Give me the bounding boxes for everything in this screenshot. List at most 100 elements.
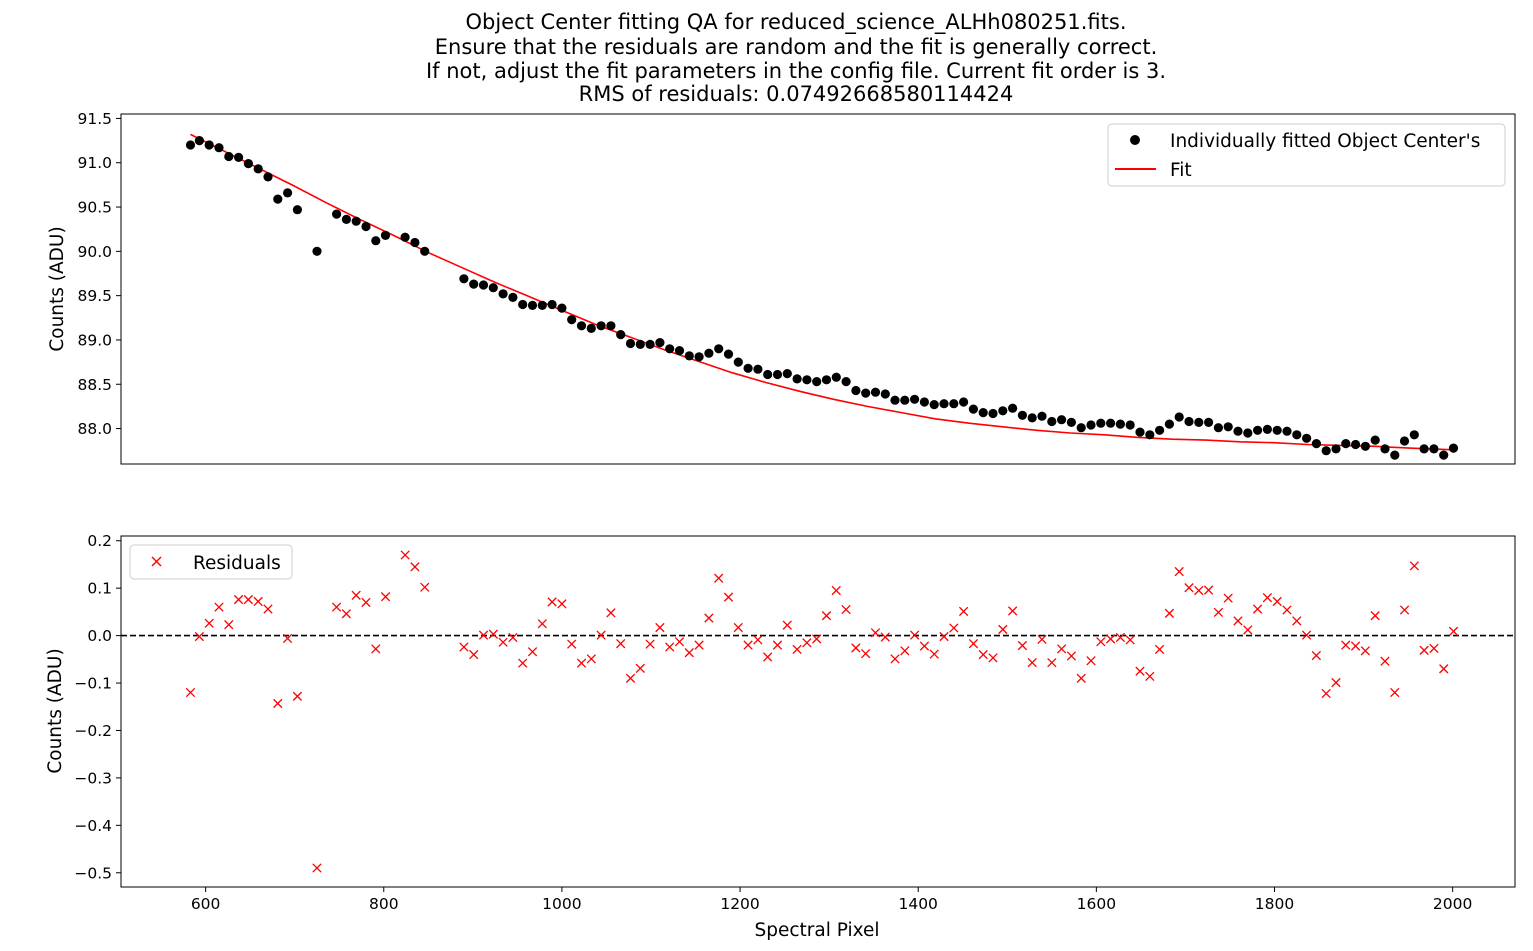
object-center-point xyxy=(273,194,283,204)
x-tick-label: 1600 xyxy=(1077,895,1116,913)
residual-point xyxy=(723,592,734,602)
object-center-point xyxy=(410,237,420,248)
residual-point xyxy=(341,609,352,619)
fit-line xyxy=(190,133,1454,451)
residual-point xyxy=(478,630,489,640)
residual-point xyxy=(782,620,792,630)
object-center-point xyxy=(1429,444,1439,454)
object-center-point xyxy=(1302,433,1312,443)
fit-panel-y-tick-label: 90.5 xyxy=(77,199,112,217)
residuals-panel-y-tick-label: −0.4 xyxy=(74,817,112,835)
fit-panel-y-tick-label: 88.5 xyxy=(77,376,112,394)
residual-point xyxy=(576,658,587,668)
object-center-point xyxy=(380,230,391,240)
residual-point xyxy=(1194,585,1204,596)
residual-point xyxy=(812,634,822,644)
chart-title-line-3: If not, adjust the fit parameters in the… xyxy=(426,59,1166,83)
object-center-point xyxy=(1253,425,1263,435)
residual-point xyxy=(1184,583,1194,593)
residual-point xyxy=(537,619,547,629)
fit-panel-y-tick-label: 91.5 xyxy=(77,110,112,128)
residual-point xyxy=(263,604,273,614)
residual-point xyxy=(733,622,743,633)
residual-point xyxy=(714,573,724,583)
object-center-point xyxy=(1204,417,1214,427)
object-center-point xyxy=(684,351,694,361)
object-center-point xyxy=(694,352,704,362)
object-center-point xyxy=(1086,420,1096,430)
residual-point xyxy=(909,630,920,640)
object-center-point xyxy=(243,159,253,169)
residuals-panel-y-tick-label: 0.2 xyxy=(87,532,112,550)
residuals-panel-y-tick-label: −0.5 xyxy=(74,864,112,882)
residual-point xyxy=(860,648,871,659)
residual-point xyxy=(508,632,518,643)
object-center-point xyxy=(792,374,802,384)
object-center-point xyxy=(596,321,606,331)
x-tick-label: 800 xyxy=(369,895,399,913)
object-center-point xyxy=(978,408,988,418)
object-center-point xyxy=(763,369,773,380)
residual-point xyxy=(1056,644,1067,654)
object-center-point xyxy=(851,385,861,396)
residual-point xyxy=(1027,657,1037,668)
residual-point xyxy=(194,631,205,642)
object-center-point xyxy=(224,151,234,162)
object-center-point xyxy=(1399,436,1410,446)
legend-object-center-marker xyxy=(1130,135,1140,145)
object-center-point xyxy=(665,344,675,354)
object-center-point xyxy=(1135,427,1145,437)
object-center-point xyxy=(929,400,939,410)
residual-point xyxy=(596,630,606,640)
residual-point xyxy=(958,606,969,617)
x-tick-label: 1200 xyxy=(720,895,759,913)
object-center-point xyxy=(772,369,783,380)
object-center-point xyxy=(733,357,743,367)
object-center-point xyxy=(361,221,371,232)
object-center-point xyxy=(1292,430,1302,440)
object-center-point xyxy=(185,140,196,150)
residual-point xyxy=(674,637,685,647)
object-center-point xyxy=(880,389,890,399)
fit-panel-y-axis-label: Counts (ADU) xyxy=(47,226,68,351)
object-center-point xyxy=(841,377,851,387)
residual-point xyxy=(978,649,988,660)
residual-point xyxy=(949,623,959,633)
residual-point xyxy=(1086,656,1096,666)
x-tick-label: 2000 xyxy=(1433,895,1472,913)
object-center-point xyxy=(1115,419,1125,429)
residual-point xyxy=(763,652,773,662)
residual-point xyxy=(1125,635,1135,645)
residual-point xyxy=(704,613,714,623)
object-center-point xyxy=(1272,425,1282,435)
residual-point xyxy=(557,599,567,609)
object-center-point xyxy=(292,205,302,215)
residual-point xyxy=(998,624,1008,635)
residual-point xyxy=(1213,607,1224,618)
object-center-point xyxy=(968,404,979,414)
object-center-point xyxy=(1008,403,1018,413)
object-center-point xyxy=(645,339,655,349)
object-center-point xyxy=(1409,430,1419,440)
fit-panel-y-tick-label: 91.0 xyxy=(77,154,112,172)
residual-point xyxy=(1350,641,1361,651)
object-center-point xyxy=(1419,444,1429,454)
object-center-point xyxy=(1174,412,1184,422)
residual-point xyxy=(665,642,675,652)
residual-point xyxy=(939,631,949,642)
legend-residuals-marker xyxy=(151,556,162,567)
object-center-point xyxy=(1125,420,1135,430)
fit-panel-legend: Individually fitted Object Center's Fit xyxy=(1107,123,1506,187)
object-center-point xyxy=(635,339,645,349)
residual-point xyxy=(1311,650,1322,661)
object-center-point xyxy=(557,303,567,313)
object-center-point xyxy=(518,299,528,310)
object-center-point xyxy=(1096,418,1106,428)
residual-point xyxy=(1331,677,1341,688)
residuals-panel-y-ticks: −0.5 −0.4 −0.3 −0.2 −0.1 0.0 0.1 0.2 xyxy=(74,532,121,882)
fit-panel-y-tick-label: 89.0 xyxy=(77,331,112,349)
fit-panel: 88.0 88.5 89.0 89.5 90.0 90.5 91.0 91.5 Counts … xyxy=(47,110,1516,465)
object-center-point xyxy=(341,214,351,224)
residual-point xyxy=(1145,671,1155,682)
residual-point xyxy=(1243,625,1253,635)
